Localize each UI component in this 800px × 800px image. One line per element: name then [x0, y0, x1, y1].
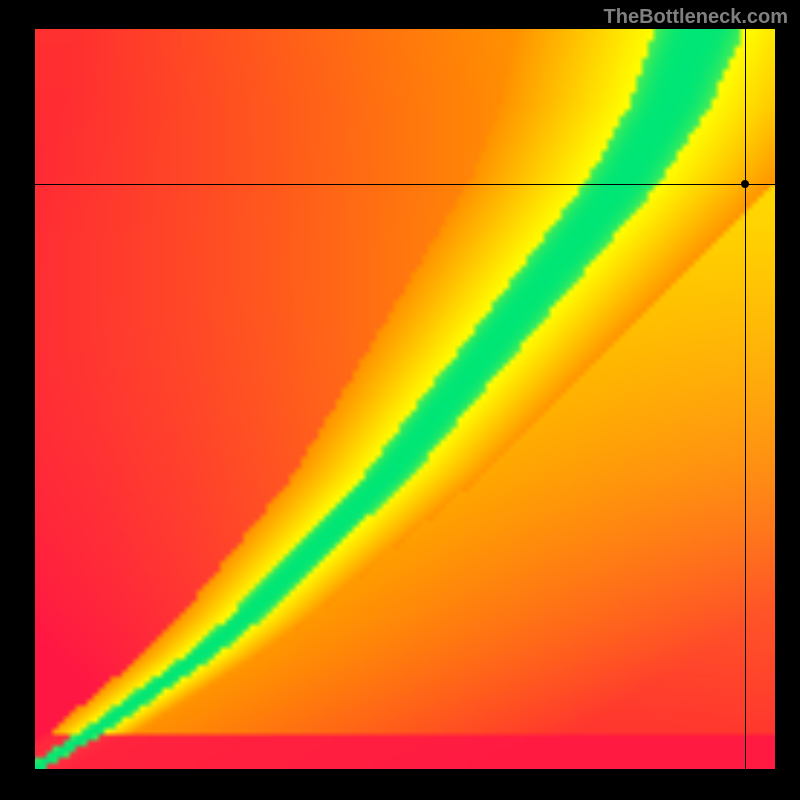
heatmap-plot: [35, 29, 775, 769]
crosshair-horizontal: [35, 184, 775, 185]
watermark-text: TheBottleneck.com: [604, 6, 788, 29]
crosshair-vertical: [745, 29, 746, 769]
heatmap-canvas: [35, 29, 775, 769]
crosshair-marker: [741, 180, 749, 188]
